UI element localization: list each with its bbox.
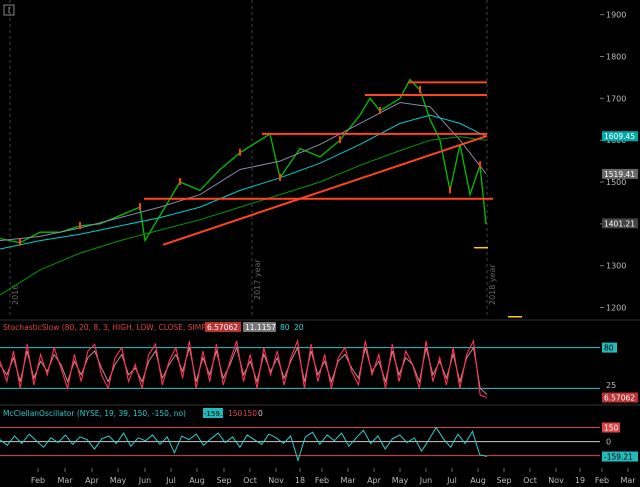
x-tick-label: Mar (620, 476, 636, 485)
price-bar (379, 106, 381, 114)
x-tick-label: Feb (595, 476, 609, 485)
price-tick-label: 1200 (606, 304, 626, 313)
price-badge-label: 1401.21 (604, 219, 635, 228)
mcc-legend-title: McClellanOscillator (NYSE, 19, 39, 150, … (3, 409, 186, 418)
stochastic-legend: StochasticSlow (80, 20, 8, 3, HIGH, LOW,… (3, 322, 304, 332)
price-badge-label: 1519.41 (604, 170, 635, 179)
mcc-150-badge (602, 422, 620, 433)
price-bar (449, 186, 451, 194)
series-ma-fast (0, 101, 487, 242)
price-bar (479, 161, 481, 169)
price-tick-label: 1500 (606, 178, 626, 187)
year-label: 2017 year (253, 259, 262, 300)
price-tick-label: 1300 (606, 262, 626, 271)
x-tick-label: Oct (523, 476, 537, 485)
x-tick-label: Sep (496, 476, 511, 485)
stoch-legend-80: 80 (280, 323, 290, 332)
stochastic-panel: 8025806.57062 (0, 338, 638, 403)
x-tick-label: Jul (165, 476, 176, 485)
x-tick-label: Jul (446, 476, 457, 485)
price-tick-label: 1900 (606, 11, 626, 20)
x-tick-label: Aug (189, 476, 205, 485)
x-tick-label: Aug (470, 476, 486, 485)
price-badge-label: 1609.45 (604, 132, 635, 141)
x-tick-label: Mar (340, 476, 356, 485)
series-ma-slow (0, 136, 487, 296)
trendline (162, 135, 488, 246)
price-bar (279, 173, 281, 181)
x-tick-label: Apr (85, 476, 100, 485)
stoch-80-badge-label: 80 (604, 344, 614, 353)
price-bar (179, 178, 181, 186)
price-badge (602, 218, 638, 229)
stoch-badge (602, 392, 638, 403)
price-bar (239, 148, 241, 156)
price-badge (602, 131, 638, 142)
price-badge (602, 168, 638, 179)
x-tick-label: Mar (57, 476, 73, 485)
mcc-legend-zero: 0 (258, 409, 263, 418)
x-tick-label: May (110, 476, 127, 485)
x-tick-label: 19 (575, 476, 585, 485)
price-bar (339, 136, 341, 144)
stoch-legend-k: 6.57062 (207, 323, 238, 332)
mcclellan-panel: 150 0 -159.21 (0, 422, 638, 463)
x-tick-label: May (392, 476, 409, 485)
stoch-y-label: 25 (606, 381, 616, 390)
price-tick-label: 1800 (606, 52, 626, 61)
x-tick-label: Sep (216, 476, 231, 485)
stoch-80-badge (602, 342, 617, 353)
x-tick-label: 18 (295, 476, 305, 485)
year-label: 2018 year (488, 264, 497, 305)
x-tick-label: Feb (315, 476, 329, 485)
price-tick-label: 1700 (606, 94, 626, 103)
x-tick-label: Apr (367, 476, 382, 485)
mcc-legend-value: -159.21 (204, 410, 231, 418)
mcc-line (0, 426, 488, 463)
x-tick-label: Jun (138, 476, 152, 485)
price-bar (19, 238, 21, 246)
x-tick-label: Feb (31, 476, 45, 485)
stoch-legend-20: 20 (294, 323, 304, 332)
mcc-legend-upper: 150 (228, 409, 243, 418)
series-ma-mid (0, 114, 487, 250)
mcc-badge-label: -159.21 (604, 453, 633, 462)
price-bar (419, 85, 421, 93)
stoch-k-line (0, 338, 488, 399)
stoch-legend-d: 11.1157 (245, 323, 276, 332)
x-tick-label: Nov (548, 476, 564, 485)
price-axis: 190018001700160015001400130012001609.451… (600, 11, 638, 313)
x-tick-label: Oct (243, 476, 257, 485)
price-bar (139, 203, 141, 211)
mcc-150-label: 150 (604, 424, 619, 433)
mcc-legend-lower: -150 (240, 409, 257, 418)
stoch-legend-title: StochasticSlow (80, 20, 8, 3, HIGH, LOW,… (3, 323, 233, 332)
x-tick-label: Nov (268, 476, 284, 485)
price-bar (79, 221, 81, 229)
price-panel: 2016 2017 year 2018 year (0, 0, 522, 318)
mcc-0-label: 0 (606, 438, 611, 447)
mcclellan-legend: McClellanOscillator (NYSE, 19, 39, 150, … (3, 408, 263, 418)
stoch-badge-label: 6.57062 (604, 394, 635, 403)
expand-icon[interactable] (3, 4, 15, 16)
year-label: 2016 (11, 285, 20, 305)
x-axis: Feb Mar Apr May Jun Jul Aug Sep Oct Nov 18 Feb Mar Ap… (31, 468, 636, 485)
stoch-d-line (0, 345, 488, 395)
x-tick-label: Jun (419, 476, 433, 485)
mcc-badge (602, 451, 638, 462)
